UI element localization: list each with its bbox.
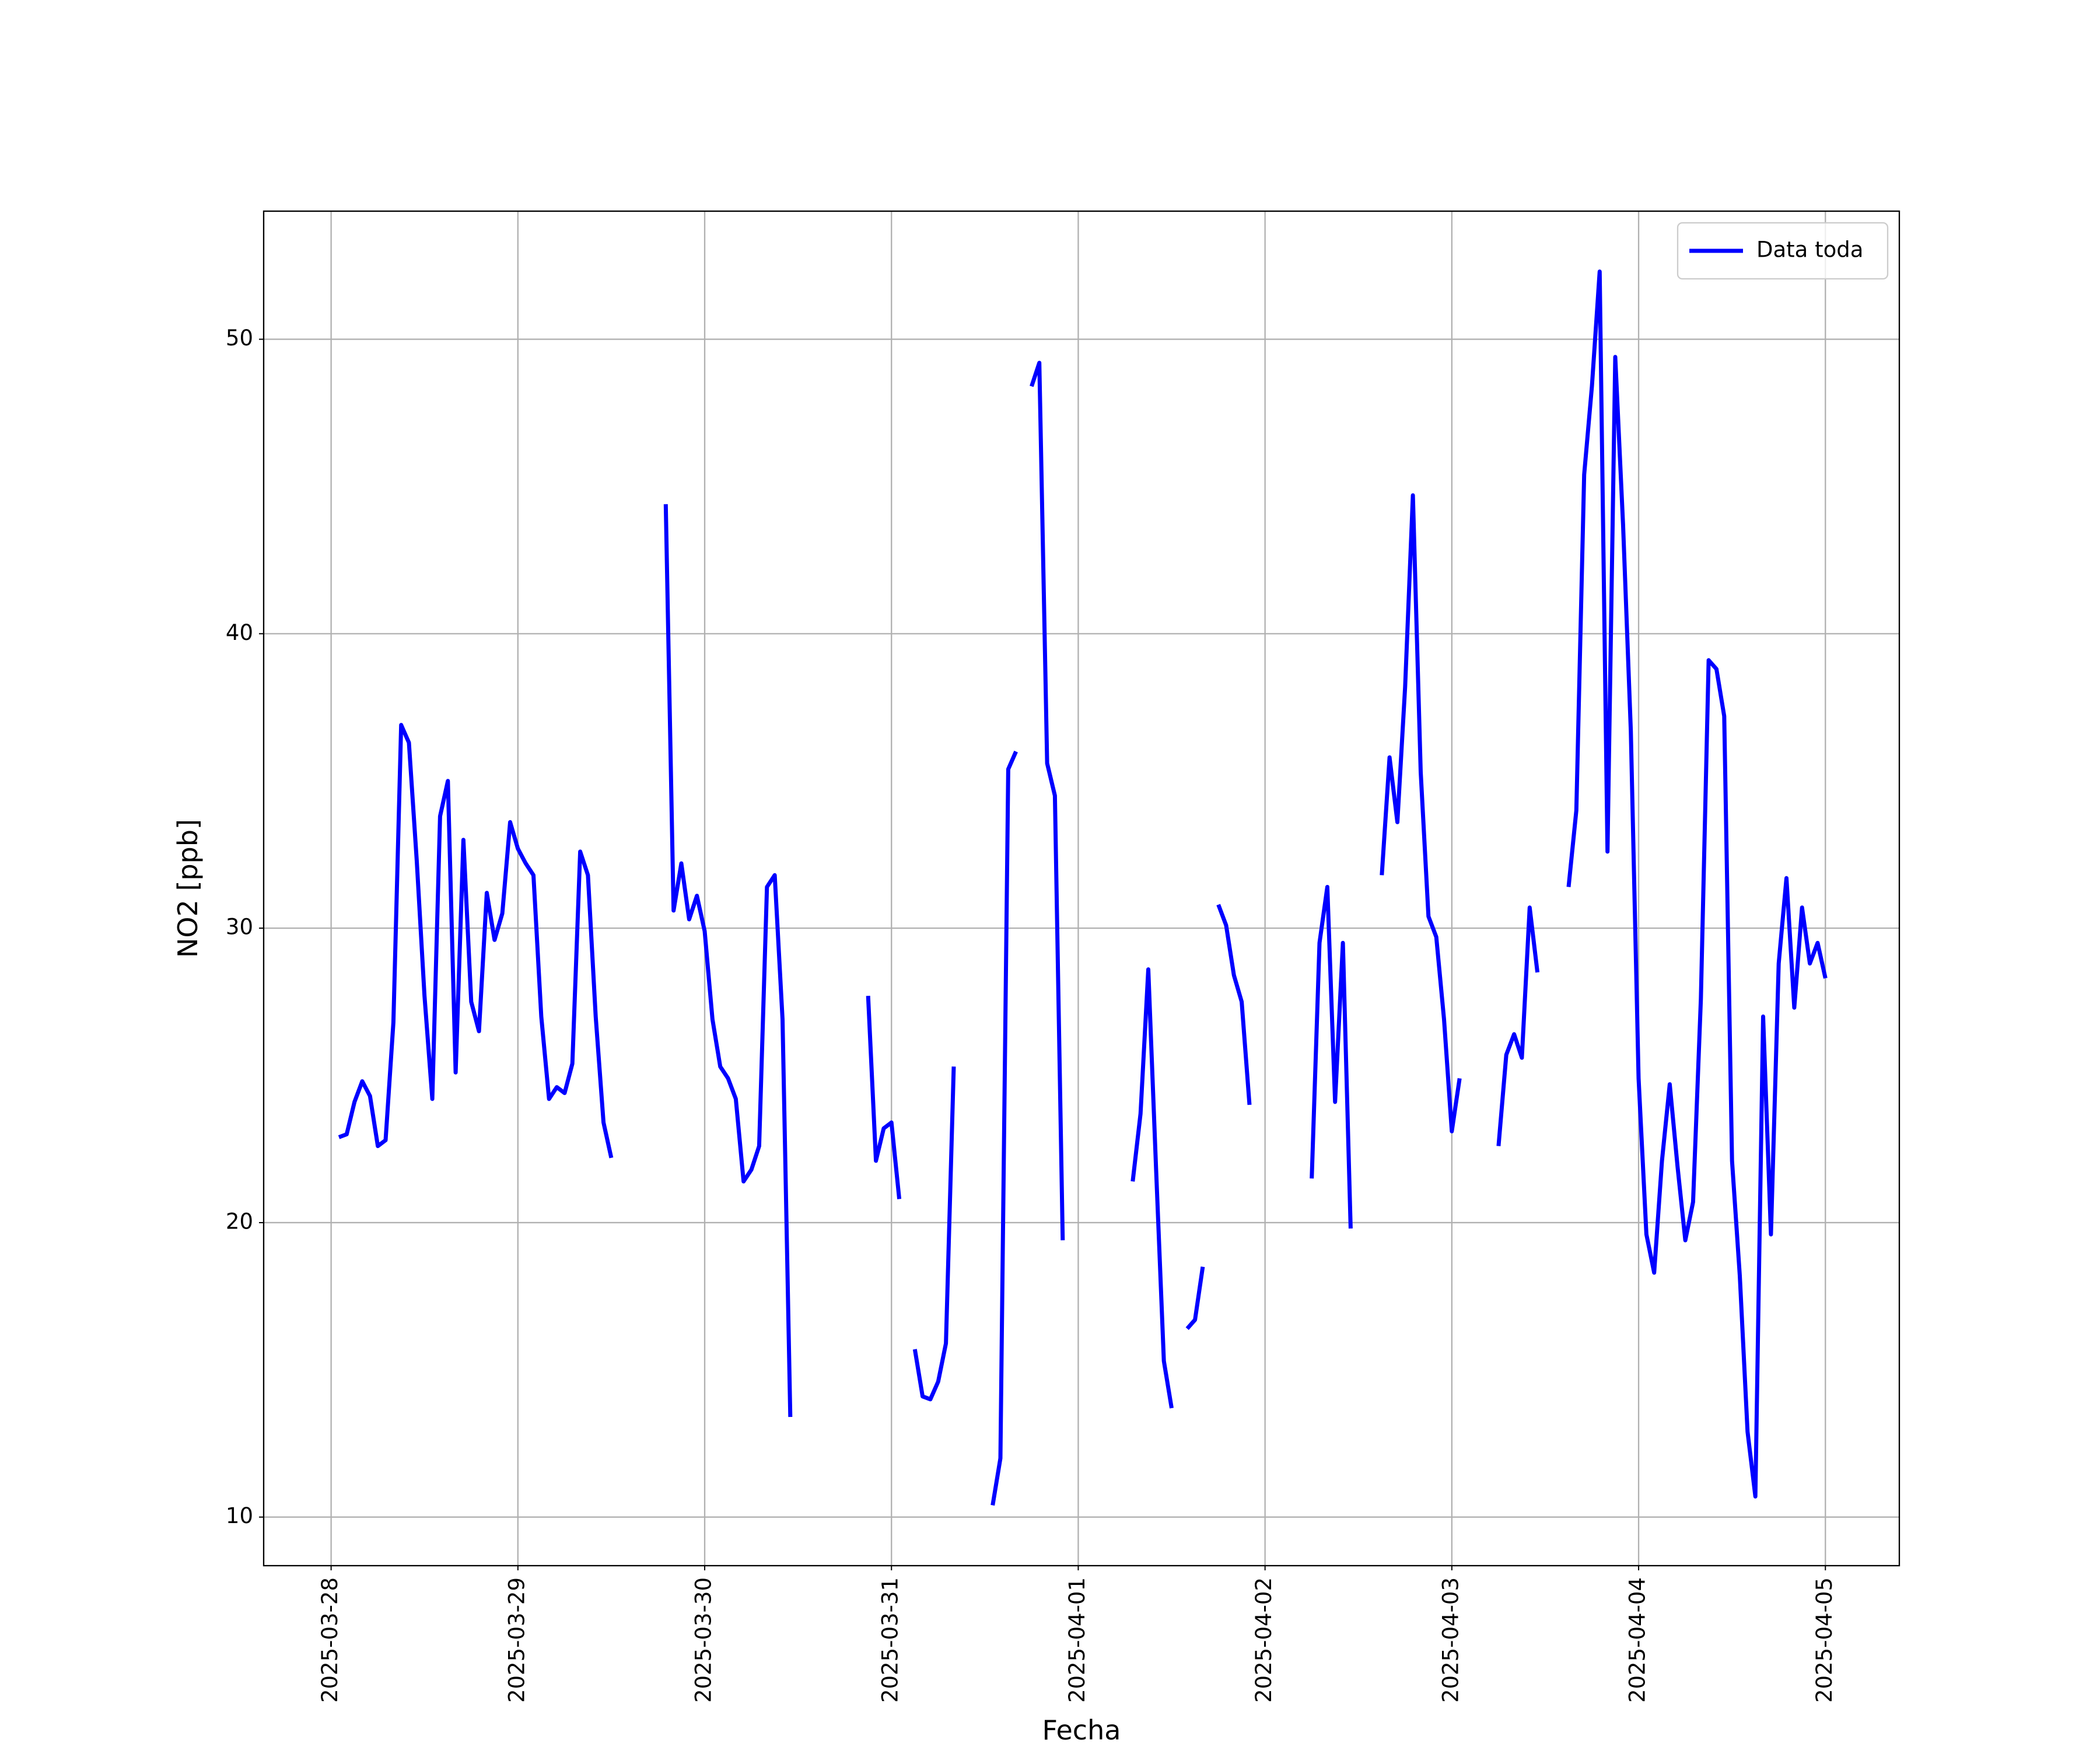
legend: Data toda (1676, 222, 1889, 280)
x-tick-label: 2025-04-02 (1251, 1577, 1276, 1703)
x-axis-label: Fecha (1042, 1714, 1121, 1746)
legend-box (1676, 222, 1889, 280)
x-tick-label: 2025-03-30 (691, 1577, 716, 1703)
y-tick-label: 50 (226, 326, 253, 351)
legend-label: Data toda (1756, 237, 1863, 262)
x-tick-label: 2025-04-05 (1812, 1577, 1837, 1703)
y-tick-label: 10 (226, 1503, 253, 1528)
y-axis-label: NO2 [ppb] (172, 819, 204, 958)
x-tick-label: 2025-03-28 (317, 1577, 342, 1703)
data-line (338, 270, 1828, 1506)
y-tick-label: 20 (226, 1209, 253, 1234)
x-tick-label: 2025-03-29 (504, 1577, 529, 1703)
x-tick-label: 2025-04-04 (1625, 1577, 1650, 1703)
x-tick-label: 2025-03-31 (878, 1577, 903, 1703)
x-tick-label: 2025-04-01 (1065, 1577, 1090, 1703)
x-tick-label: 2025-04-03 (1438, 1577, 1463, 1703)
y-tick-label: 30 (226, 915, 253, 940)
y-tick-label: 40 (226, 620, 253, 645)
plot-frame (262, 210, 1901, 1567)
